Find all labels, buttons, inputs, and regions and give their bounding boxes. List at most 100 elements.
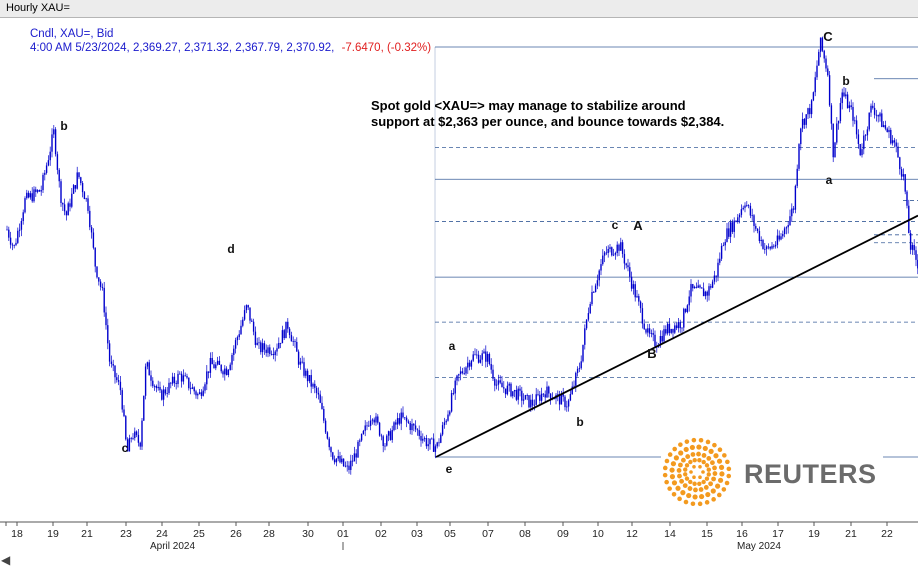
scroll-left-icon[interactable]: ◀ xyxy=(1,553,11,567)
candle-body xyxy=(884,125,887,129)
candle-body xyxy=(13,244,15,246)
logo-dot xyxy=(717,477,724,483)
logo-dot xyxy=(692,465,696,469)
reuters-dot-emblem xyxy=(662,437,732,507)
candle-body xyxy=(623,253,626,264)
candle-body xyxy=(728,228,730,237)
candle-body xyxy=(387,431,390,436)
candle-body xyxy=(107,325,109,344)
candle-body xyxy=(445,420,447,423)
x-tick-label: 19 xyxy=(808,528,820,540)
candle-body xyxy=(726,228,728,242)
candle-body xyxy=(245,305,248,311)
candle-body xyxy=(652,333,654,335)
candle-body xyxy=(594,285,597,293)
candle-body xyxy=(821,37,824,51)
logo-dot xyxy=(721,487,727,492)
candle-body xyxy=(69,203,71,207)
candle-body xyxy=(90,227,93,233)
logo-dot xyxy=(678,442,683,447)
candle-body xyxy=(186,375,188,378)
candle-body xyxy=(454,380,456,394)
candle-body xyxy=(722,245,725,247)
candle-body xyxy=(148,362,150,376)
logo-dot xyxy=(689,470,693,474)
candle-body xyxy=(182,375,185,382)
candle-body xyxy=(677,322,680,329)
candle-body xyxy=(744,205,746,208)
chart-header-line2: 4:00 AM 5/23/2024, 2,369.27, 2,371.32, 2… xyxy=(30,42,431,54)
candle-body xyxy=(218,360,221,365)
candle-body xyxy=(672,328,674,333)
candle-body xyxy=(645,329,647,333)
candle-body xyxy=(602,255,604,265)
candle-body xyxy=(458,374,460,376)
candle-body xyxy=(906,191,908,206)
candle-body xyxy=(202,390,204,396)
candle-body xyxy=(598,270,600,281)
candle-body xyxy=(177,373,179,384)
candle-body xyxy=(753,215,755,227)
candle-body xyxy=(236,337,239,341)
candle-body xyxy=(737,217,739,223)
logo-dot xyxy=(686,492,692,499)
candle-body xyxy=(747,205,750,206)
candle-body xyxy=(276,348,278,352)
candle-body xyxy=(528,395,530,408)
logo-dot xyxy=(713,453,719,459)
candle-body xyxy=(382,436,384,446)
candle-body xyxy=(15,242,17,246)
candle-body xyxy=(634,284,636,298)
candle-body xyxy=(427,444,429,447)
wave-label-b: b xyxy=(60,119,67,133)
candle-body xyxy=(94,247,96,267)
logo-dot xyxy=(671,480,678,486)
candle-body xyxy=(711,281,714,288)
candle-body xyxy=(661,335,663,342)
candle-body xyxy=(434,446,437,452)
candle-body xyxy=(710,286,712,288)
candle-body xyxy=(733,220,735,232)
candle-body xyxy=(326,432,329,439)
candle-body xyxy=(285,321,287,339)
candle-body xyxy=(45,165,48,173)
candle-body xyxy=(393,422,395,431)
candle-body xyxy=(580,361,582,369)
x-tick-label: 19 xyxy=(47,528,59,540)
logo-dot xyxy=(677,473,682,479)
candle-body xyxy=(893,140,896,143)
candle-body xyxy=(155,385,158,389)
candle-body xyxy=(636,296,638,298)
candle-body xyxy=(247,305,249,308)
logo-dot xyxy=(710,488,716,494)
candle-body xyxy=(654,334,656,347)
logo-dot xyxy=(676,468,682,473)
candle-body xyxy=(719,258,721,263)
candle-body xyxy=(603,252,606,256)
candle-body xyxy=(112,363,114,366)
wave-label-b: b xyxy=(842,74,849,88)
candle-body xyxy=(542,393,545,395)
candle-body xyxy=(794,185,797,210)
logo-dot xyxy=(704,476,710,481)
candle-body xyxy=(242,319,244,326)
candle-body xyxy=(780,236,782,240)
reuters-logo: REUTERS xyxy=(661,428,883,514)
candle-body xyxy=(452,393,455,394)
logo-dot xyxy=(711,476,716,482)
candle-body xyxy=(207,371,210,373)
candle-body xyxy=(486,353,489,362)
candle-body xyxy=(492,369,494,379)
candle-body xyxy=(234,340,237,349)
candle-body xyxy=(902,174,905,177)
candle-body xyxy=(584,328,586,345)
candle-body xyxy=(49,151,51,161)
candle-body xyxy=(859,143,861,156)
candle-body xyxy=(690,284,692,297)
logo-dot xyxy=(717,447,723,453)
candle-body xyxy=(121,390,123,410)
wave-label-b: b xyxy=(576,415,583,429)
candle-body xyxy=(110,361,113,364)
candle-body xyxy=(837,120,840,124)
